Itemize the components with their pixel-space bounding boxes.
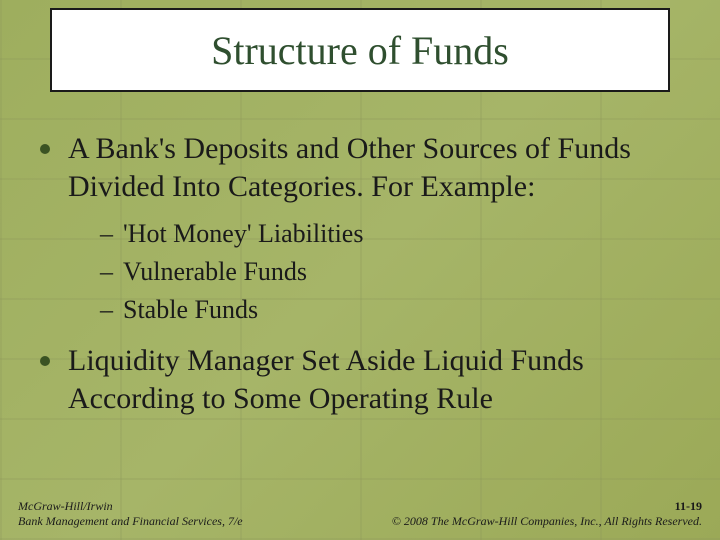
sub-bullet-text-1: 'Hot Money' Liabilities	[123, 217, 363, 251]
dash-icon: –	[100, 293, 113, 327]
footer-book: Bank Management and Financial Services, …	[18, 514, 243, 530]
dash-icon: –	[100, 217, 113, 251]
bullet-dot-icon	[40, 356, 50, 366]
footer-left: McGraw-Hill/Irwin Bank Management and Fi…	[18, 499, 243, 530]
footer-publisher: McGraw-Hill/Irwin	[18, 499, 243, 515]
slide-footer: McGraw-Hill/Irwin Bank Management and Fi…	[18, 499, 702, 530]
sub-bullet-list: – 'Hot Money' Liabilities – Vulnerable F…	[100, 217, 680, 326]
sub-bullet-item-1: – 'Hot Money' Liabilities	[100, 217, 680, 251]
title-box: Structure of Funds	[50, 8, 670, 92]
sub-bullet-item-3: – Stable Funds	[100, 293, 680, 327]
sub-bullet-item-2: – Vulnerable Funds	[100, 255, 680, 289]
bullet-dot-icon	[40, 144, 50, 154]
slide-content: A Bank's Deposits and Other Sources of F…	[40, 130, 680, 425]
bullet-text-1: A Bank's Deposits and Other Sources of F…	[68, 130, 680, 205]
footer-copyright: © 2008 The McGraw-Hill Companies, Inc., …	[392, 514, 702, 530]
bullet-item-1: A Bank's Deposits and Other Sources of F…	[40, 130, 680, 205]
sub-bullet-text-2: Vulnerable Funds	[123, 255, 307, 289]
bullet-text-2: Liquidity Manager Set Aside Liquid Funds…	[68, 342, 680, 417]
footer-right: 11-19 © 2008 The McGraw-Hill Companies, …	[392, 499, 702, 530]
slide-title: Structure of Funds	[211, 27, 509, 74]
footer-page-number: 11-19	[392, 499, 702, 515]
dash-icon: –	[100, 255, 113, 289]
bullet-item-2: Liquidity Manager Set Aside Liquid Funds…	[40, 342, 680, 417]
sub-bullet-text-3: Stable Funds	[123, 293, 258, 327]
